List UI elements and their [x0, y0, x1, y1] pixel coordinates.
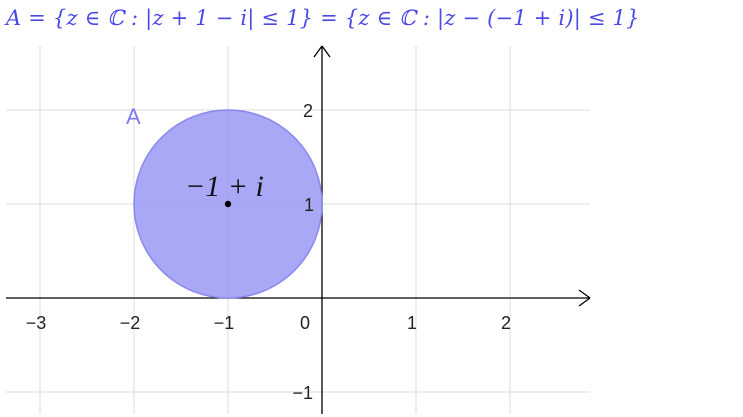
x-tick-label: −3 [26, 313, 47, 333]
x-tick-label: 2 [501, 313, 511, 333]
center-point [224, 200, 232, 208]
real-axis-arrow [578, 289, 591, 299]
axes [6, 45, 591, 414]
real-axis-arrow [578, 297, 591, 307]
center-point-label: −1 + i [185, 170, 264, 203]
x-tick-label: −1 [214, 313, 235, 333]
x-tick-label: 1 [407, 313, 417, 333]
y-tick-label: 1 [304, 195, 314, 215]
imaginary-axis-arrow [321, 45, 331, 58]
origin-label: 0 [300, 313, 310, 333]
tick-labels: −3 −2 −1 1 2 2 1 −1 [26, 101, 511, 403]
y-tick-label: −1 [292, 383, 313, 403]
y-tick-label: 2 [303, 101, 313, 121]
region-definition-formula: A = {z ∈ ℂ : |z + 1 − i| ≤ 1} = {z ∈ ℂ :… [6, 6, 640, 30]
x-tick-label: −2 [120, 313, 141, 333]
region-a-label: A [126, 104, 141, 129]
imaginary-axis-arrow [313, 45, 323, 58]
